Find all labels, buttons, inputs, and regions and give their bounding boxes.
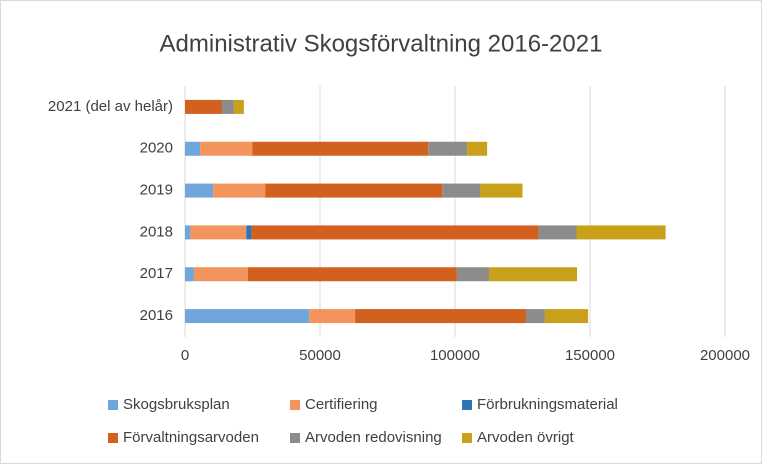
x-tick-label: 200000	[700, 347, 750, 364]
bar-segment	[193, 267, 248, 282]
bar-segment	[576, 225, 666, 240]
bar-segment	[221, 99, 234, 114]
legend-label: Certifiering	[305, 396, 378, 413]
bar-segment	[247, 267, 457, 282]
bar-segment	[467, 141, 488, 156]
bar-segment	[185, 267, 194, 282]
bar-segment	[185, 99, 222, 114]
x-tick-label: 100000	[430, 347, 480, 364]
y-tick-label: 2019	[140, 182, 173, 199]
bar-segment	[442, 183, 481, 198]
legend-label: Arvoden övrigt	[477, 429, 575, 446]
bar-segment	[309, 309, 356, 324]
legend-swatch	[108, 433, 118, 443]
bar-segment	[233, 99, 244, 114]
bar-segment	[185, 225, 191, 240]
legend-label: Förbrukningsmaterial	[477, 396, 618, 413]
x-tick-label: 0	[181, 347, 189, 364]
bar-segment	[251, 225, 539, 240]
y-tick-label: 2017	[140, 265, 173, 282]
y-tick-label: 2021 (del av helår)	[48, 98, 173, 115]
bar-segment	[246, 225, 252, 240]
legend-label: Förvaltningsarvoden	[123, 429, 259, 446]
chart-title: Administrativ Skogsförvaltning 2016-2021	[160, 30, 603, 57]
legend-swatch	[290, 433, 300, 443]
legend-swatch	[108, 400, 118, 410]
bar-segment	[185, 309, 310, 324]
bar-segment	[526, 309, 545, 324]
bar-segment	[428, 141, 468, 156]
legend-label: Arvoden redovisning	[305, 429, 442, 446]
legend-swatch	[462, 400, 472, 410]
bar-segment	[265, 183, 443, 198]
bar-segment	[544, 309, 589, 324]
bar-segment	[213, 183, 266, 198]
bar-segment	[489, 267, 578, 282]
legend-swatch	[462, 433, 472, 443]
bar-segment	[185, 141, 201, 156]
x-tick-label: 150000	[565, 347, 615, 364]
y-tick-label: 2016	[140, 307, 173, 324]
y-tick-label: 2020	[140, 140, 173, 157]
y-tick-label: 2018	[140, 223, 173, 240]
bar-segment	[456, 267, 490, 282]
bar-segment	[185, 183, 214, 198]
bar-segment	[200, 141, 253, 156]
x-tick-label: 50000	[299, 347, 341, 364]
legend-swatch	[290, 400, 300, 410]
bar-segment	[355, 309, 527, 324]
bar-segment	[538, 225, 577, 240]
bar-segment	[480, 183, 523, 198]
bar-segment	[190, 225, 247, 240]
legend-label: Skogsbruksplan	[123, 396, 230, 413]
bar-segment	[252, 141, 429, 156]
